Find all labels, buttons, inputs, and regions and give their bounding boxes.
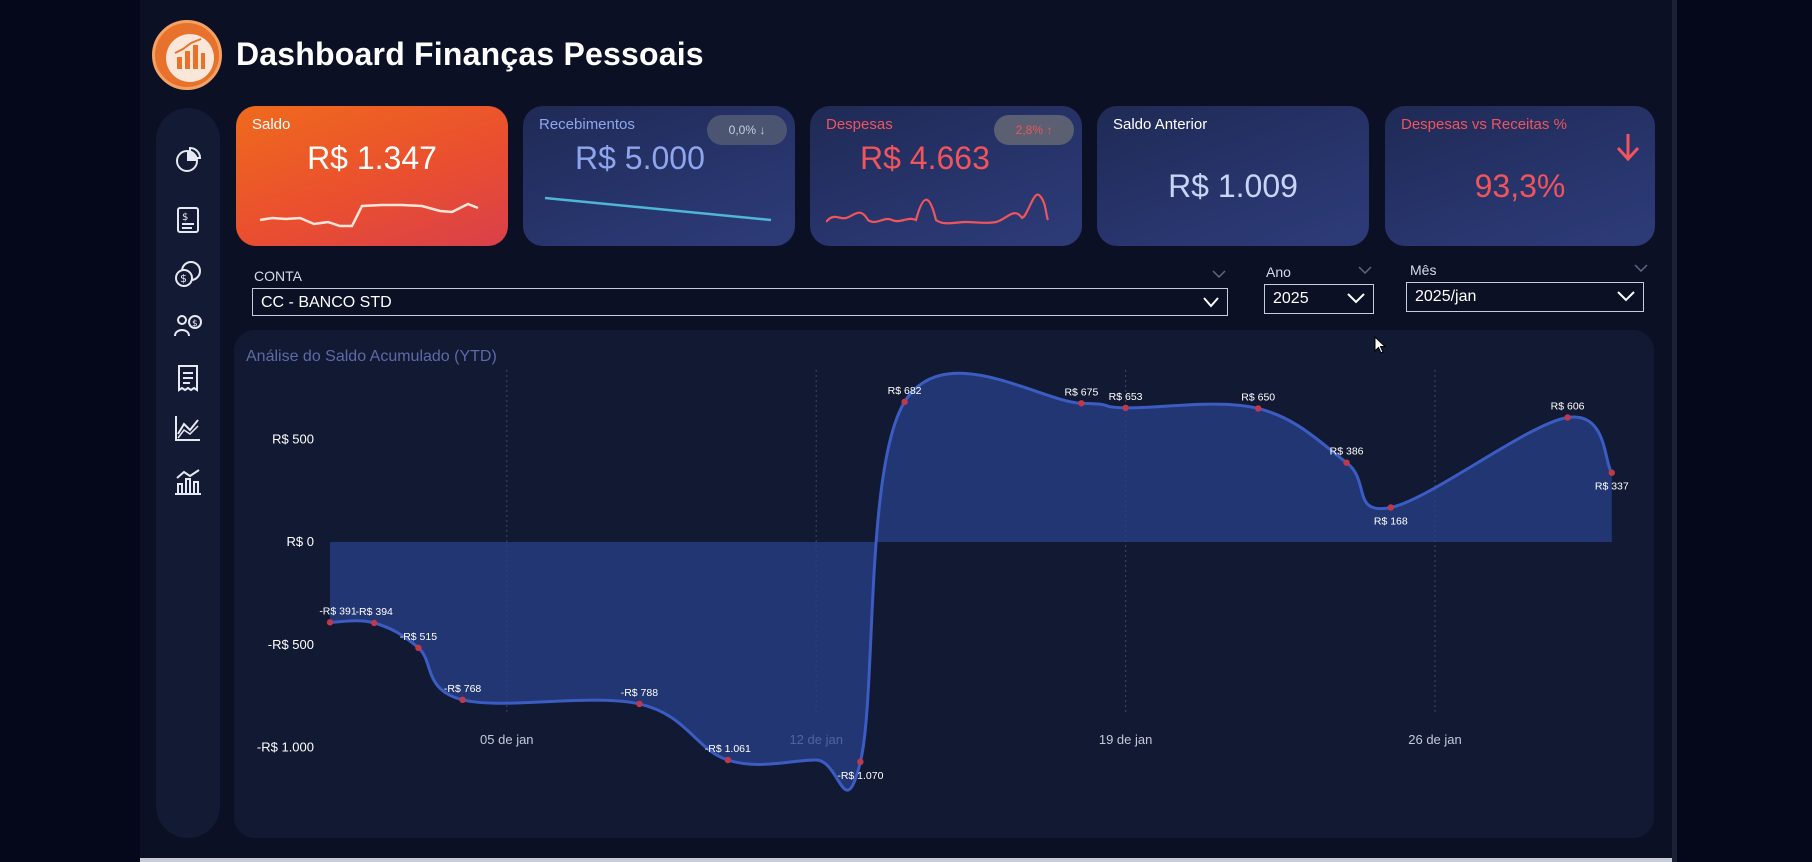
data-label: R$ 386 (1330, 446, 1364, 458)
despesas-badge-value: 2,8% (1015, 123, 1043, 137)
bottom-band (140, 858, 1672, 862)
data-point (724, 756, 731, 764)
arrow-up-icon: ↑ (1046, 123, 1053, 137)
despesas-badge: 2,8% ↑ (994, 115, 1074, 145)
card-saldo[interactable]: Saldo R$ 1.347 (236, 106, 508, 246)
card-saldo-anterior-label: Saldo Anterior (1113, 116, 1208, 133)
data-point (459, 696, 466, 704)
pie-chart-icon[interactable] (172, 144, 204, 176)
mes-select[interactable]: 2025/jan (1406, 282, 1644, 312)
recebimentos-sparkline (544, 196, 772, 222)
card-recebimentos-label: Recebimentos (539, 116, 635, 133)
investment-person-icon[interactable]: $ (172, 310, 204, 342)
data-label: -R$ 515 (400, 631, 438, 643)
recebimentos-badge: 0,0% ↓ (707, 115, 787, 145)
data-label: -R$ 394 (356, 606, 394, 618)
y-tick-label: -R$ 500 (268, 637, 314, 652)
card-despesas-label: Despesas (826, 116, 893, 133)
filter-mes-label: Mês (1410, 262, 1437, 278)
x-tick-label: 05 de jan (480, 732, 534, 747)
card-despesas-value: R$ 4.663 (860, 140, 990, 176)
y-tick-label: R$ 500 (272, 431, 314, 446)
data-label: R$ 682 (888, 385, 922, 397)
data-label: R$ 653 (1109, 391, 1143, 403)
chevron-down-icon[interactable] (1212, 270, 1226, 278)
series-line (329, 371, 1614, 792)
mes-select-value: 2025/jan (1415, 288, 1477, 305)
data-label: R$ 168 (1374, 515, 1408, 527)
chevron-down-icon[interactable] (1634, 264, 1648, 272)
ano-select[interactable]: 2025 (1264, 284, 1374, 314)
card-despesas-vs-receitas-label: Despesas vs Receitas % (1401, 116, 1567, 133)
data-point (1255, 405, 1262, 412)
data-point (857, 758, 864, 766)
y-tick-label: -R$ 1.000 (257, 740, 314, 755)
page-title: Dashboard Finanças Pessoais (236, 36, 704, 72)
chevron-down-icon (1203, 297, 1219, 308)
card-saldo-anterior-value: R$ 1.009 (1168, 168, 1298, 204)
data-point (1078, 400, 1085, 407)
data-label: R$ 675 (1064, 386, 1098, 398)
card-despesas-vs-receitas[interactable]: Despesas vs Receitas % 93,3% (1385, 106, 1655, 246)
card-despesas[interactable]: Despesas R$ 4.663 2,8% ↑ (810, 106, 1082, 246)
series-area (330, 373, 1612, 791)
data-point (1122, 404, 1129, 412)
card-recebimentos[interactable]: Recebimentos R$ 5.000 0,0% ↓ (523, 106, 795, 246)
data-point (636, 700, 643, 708)
area-chart-icon[interactable] (172, 412, 204, 444)
data-point (371, 619, 378, 627)
chart-title: Análise do Saldo Acumulado (YTD) (246, 348, 497, 365)
data-point (1564, 414, 1571, 421)
data-point (901, 398, 908, 406)
data-label: -R$ 768 (444, 683, 482, 695)
data-point (1343, 459, 1350, 466)
chevron-down-icon (1347, 293, 1365, 304)
arrow-down-icon (1616, 134, 1640, 162)
data-label: R$ 337 (1595, 481, 1629, 493)
data-label: -R$ 788 (621, 687, 659, 699)
svg-text:$: $ (180, 272, 187, 285)
chevron-down-icon[interactable] (1358, 266, 1372, 274)
svg-text:$: $ (182, 212, 188, 223)
sidebar: $ $ $ (156, 108, 220, 838)
dashboard-canvas: Dashboard Finanças Pessoais $ $ $ Saldo … (140, 0, 1672, 858)
x-tick-label: 19 de jan (1099, 732, 1153, 747)
recebimentos-badge-value: 0,0% (728, 123, 756, 137)
x-tick-label: 26 de jan (1408, 732, 1462, 747)
data-point (415, 644, 422, 652)
saldo-sparkline (259, 202, 479, 228)
invoice-icon[interactable]: $ (172, 204, 204, 236)
data-point (1387, 504, 1395, 511)
data-point (1608, 469, 1616, 476)
y-tick-label: R$ 0 (287, 534, 314, 549)
conta-select-value: CC - BANCO STD (261, 294, 392, 311)
saldo-acumulado-chart: Análise do Saldo Acumulado (YTD) 05 de j… (234, 330, 1654, 838)
data-label: R$ 606 (1551, 400, 1585, 412)
despesas-sparkline (826, 193, 1050, 225)
filter-conta-label: CONTA (254, 268, 302, 284)
logo (152, 20, 222, 90)
card-saldo-label: Saldo (252, 116, 291, 133)
chevron-down-icon (1617, 291, 1635, 302)
conta-select[interactable]: CC - BANCO STD (252, 288, 1228, 316)
card-recebimentos-value: R$ 5.000 (575, 140, 705, 176)
mouse-cursor-icon (1374, 336, 1386, 354)
bar-line-chart-icon[interactable] (172, 466, 204, 498)
data-label: R$ 650 (1241, 391, 1275, 403)
data-label: -R$ 1.061 (705, 743, 751, 755)
data-label: -R$ 1.070 (837, 770, 883, 782)
ano-select-value: 2025 (1273, 290, 1309, 307)
arrow-down-icon: ↓ (759, 123, 766, 137)
card-saldo-anterior[interactable]: Saldo Anterior R$ 1.009 (1097, 106, 1369, 246)
filter-ano-label: Ano (1266, 264, 1291, 280)
svg-text:$: $ (192, 319, 198, 329)
coins-icon[interactable]: $ (172, 258, 204, 290)
data-point (326, 619, 334, 626)
receipt-icon[interactable] (172, 362, 204, 394)
card-despesas-vs-receitas-value: 93,3% (1474, 168, 1566, 204)
data-label: -R$ 391 (319, 605, 357, 617)
window-edge (1672, 0, 1677, 862)
card-saldo-value: R$ 1.347 (307, 140, 437, 176)
